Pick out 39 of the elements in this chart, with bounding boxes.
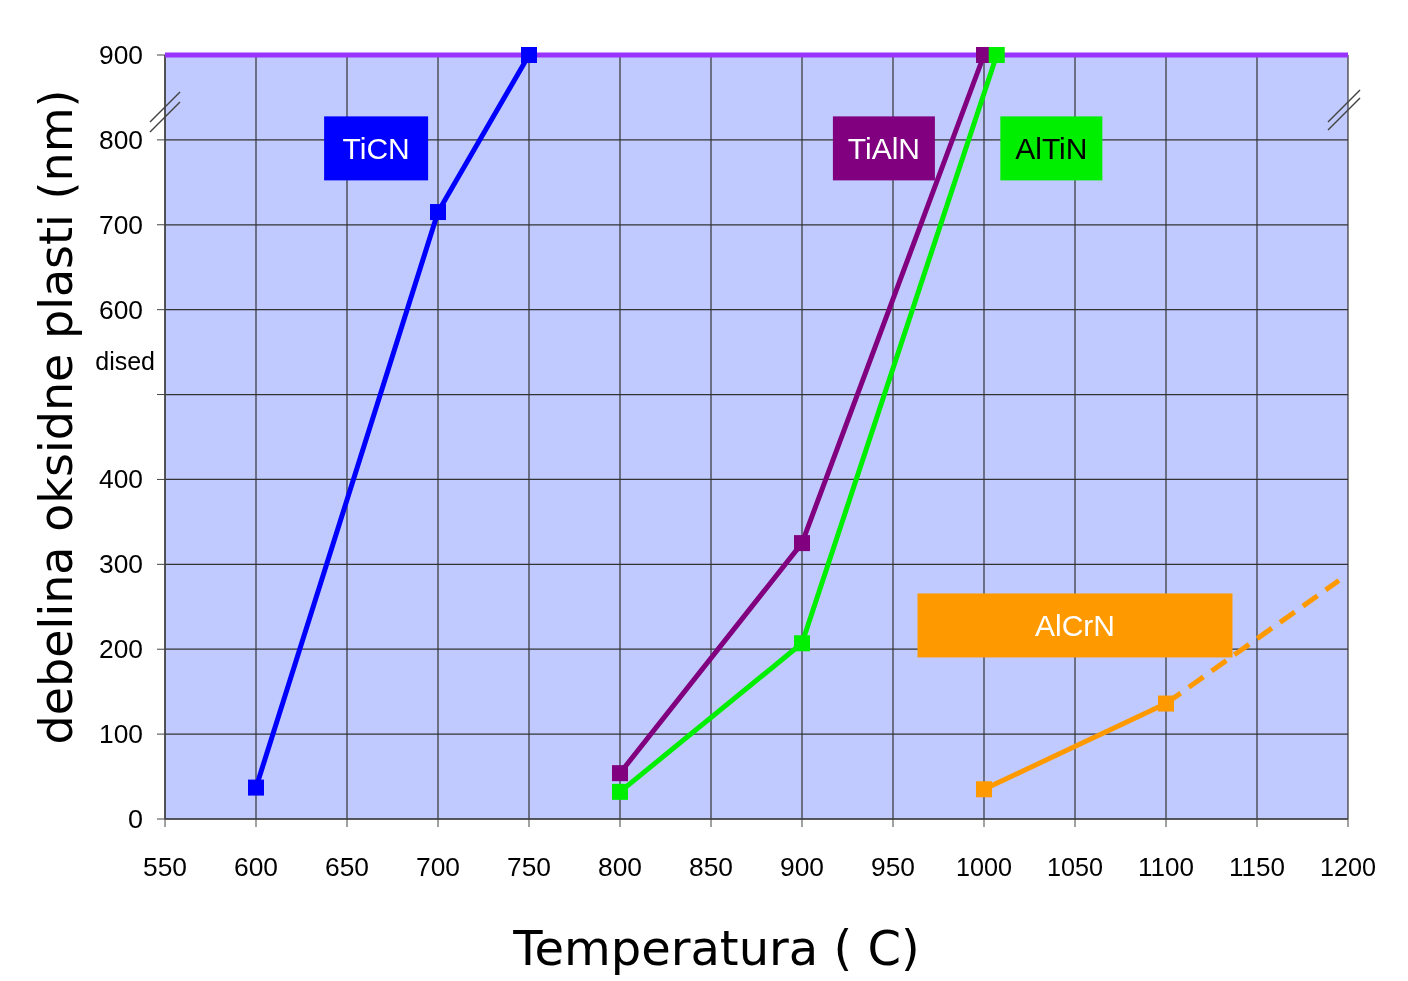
x-tick-label: 1150	[1229, 853, 1285, 881]
series-label: AlTiN	[1015, 132, 1088, 166]
x-tick-label: 1100	[1138, 853, 1194, 881]
point	[430, 204, 446, 221]
y-tick-label: 200	[99, 635, 143, 664]
y-tick-label: 300	[99, 550, 143, 579]
y-tick-label: 0	[128, 805, 143, 833]
text: dised	[95, 346, 155, 375]
y-tick-label: 800	[99, 125, 143, 154]
x-tick-label: 1000	[956, 853, 1012, 881]
x-tick-label: 750	[507, 853, 551, 881]
y-axis-title: debelina oksidne plasti (nm)	[29, 89, 83, 745]
x-tick-label: 850	[689, 853, 733, 881]
point	[794, 535, 810, 552]
x-tick-label: 600	[234, 853, 278, 881]
x-tick-label: 700	[416, 853, 460, 881]
x-tick-label: 550	[143, 853, 187, 881]
series-label: TiAlN	[847, 132, 921, 166]
point	[794, 635, 810, 652]
point	[988, 47, 1005, 63]
x-tick-label: 900	[780, 853, 824, 881]
y-tick-label: 100	[99, 720, 143, 749]
y-tick-label: 600	[99, 295, 143, 324]
point	[612, 783, 628, 800]
point	[248, 779, 264, 796]
y-tick-label: 900	[99, 41, 143, 69]
x-axis-title: Temperatura ( C)	[512, 920, 920, 976]
x-tick-label: 800	[598, 853, 642, 881]
x-tick-label: 1050	[1047, 853, 1103, 881]
x-tick-label: 950	[871, 853, 915, 881]
point	[612, 765, 628, 782]
y-tick-label: 700	[99, 210, 143, 239]
text: AlCrN	[1035, 609, 1115, 643]
point	[976, 781, 992, 798]
y-tick-label: 400	[99, 465, 143, 494]
x-tick-label: 1200	[1320, 853, 1376, 881]
point	[521, 47, 537, 63]
x-tick-label: 650	[325, 853, 369, 881]
series-label: TiCN	[342, 132, 410, 166]
